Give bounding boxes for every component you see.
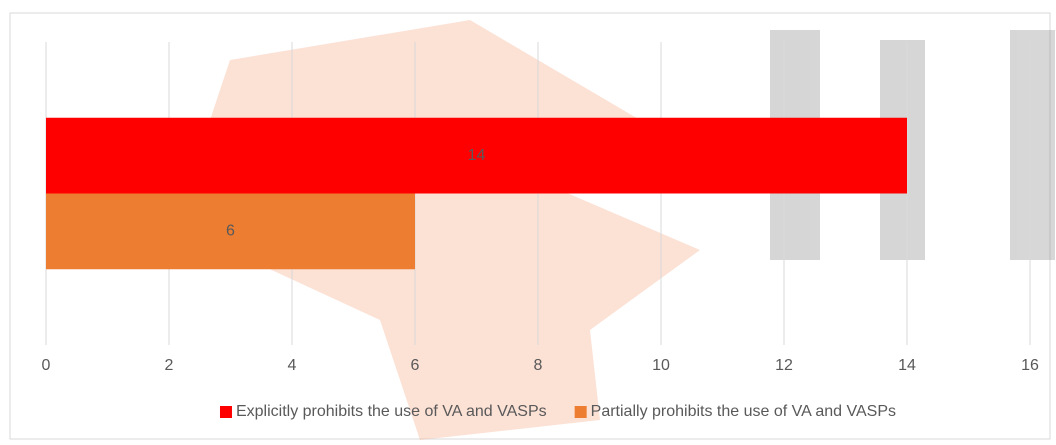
data-label: 14 (468, 147, 486, 164)
bar (46, 117, 907, 194)
bar (46, 193, 415, 270)
x-tick-label: 0 (42, 357, 51, 374)
x-tick-label: 2 (165, 357, 174, 374)
x-tick-label: 4 (288, 357, 297, 374)
x-tick-label: 14 (898, 357, 916, 374)
legend-swatch (574, 406, 587, 418)
legend-label: Partially prohibits the use of VA and VA… (591, 403, 896, 420)
legend-label: Explicitly prohibits the use of VA and V… (236, 403, 547, 420)
plot-area: 0 2 4 6 8 10 12 14 16 14 6 Explicitly prohibits the… (42, 42, 1039, 420)
watermark-letter (1010, 30, 1055, 260)
x-tick-label: 8 (534, 357, 543, 374)
chart-border (9, 12, 1051, 440)
x-tick-label: 10 (652, 357, 670, 374)
x-tick-label: 6 (411, 357, 420, 374)
x-tick-label: 16 (1021, 357, 1039, 374)
data-label: 6 (226, 223, 235, 240)
legend-swatch (219, 406, 232, 418)
x-tick-label: 12 (775, 357, 793, 374)
